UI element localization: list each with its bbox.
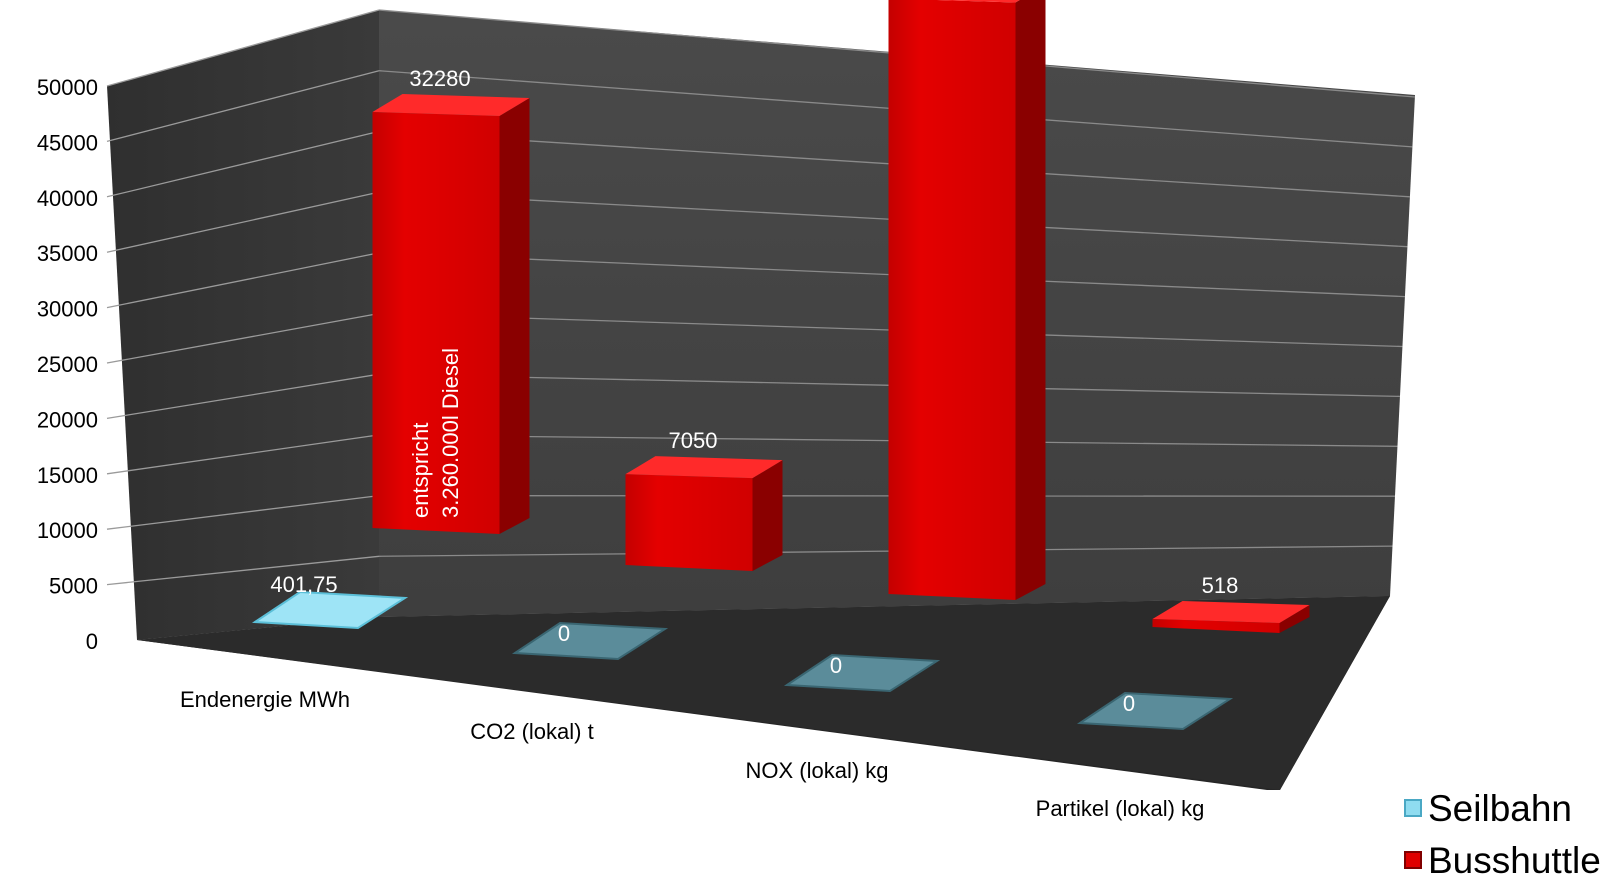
bar-busshuttle-top xyxy=(936,0,1020,3)
bar-busshuttle-front xyxy=(372,112,500,534)
gridline-side xyxy=(106,494,380,530)
x-tick-label: Partikel (lokal) kg xyxy=(1036,796,1205,821)
gridline-side xyxy=(106,191,380,253)
bar-busshuttle-side xyxy=(1015,0,1046,600)
bar-busshuttle-front xyxy=(625,474,753,571)
data-label-busshuttle: 32280 xyxy=(409,66,470,91)
y-tick-label: 30000 xyxy=(37,297,98,322)
data-label-busshuttle: 518 xyxy=(1202,573,1239,598)
bar-busshuttle-top xyxy=(1152,601,1310,623)
bar-seilbahn xyxy=(251,590,409,630)
y-tick-label: 0 xyxy=(86,629,98,654)
annotation-line-2: 3.260.000l Diesel xyxy=(438,348,463,518)
legend-item-seilbahn: Seilbahn xyxy=(1404,782,1614,834)
legend: Seilbahn Busshuttle xyxy=(1404,782,1614,886)
bar-busshuttle-side xyxy=(1279,605,1310,633)
bar-seilbahn xyxy=(511,621,669,661)
bar-busshuttle-top xyxy=(372,94,530,116)
y-tick-label: 5000 xyxy=(49,574,98,599)
x-tick-label: Endenergie MWh xyxy=(180,687,350,712)
annotation-line-1: entspricht xyxy=(408,423,433,518)
gridline-side xyxy=(106,70,380,143)
y-tick-label: 10000 xyxy=(37,518,98,543)
legend-swatch-seilbahn xyxy=(1404,799,1422,817)
bar-seilbahn xyxy=(1076,691,1234,731)
y-tick-label: 50000 xyxy=(37,75,98,100)
gridline-side xyxy=(106,312,380,364)
data-label-seilbahn: 0 xyxy=(830,653,842,678)
legend-item-busshuttle: Busshuttle xyxy=(1404,834,1614,886)
gridline-back xyxy=(378,434,1398,447)
data-label-seilbahn: 0 xyxy=(1123,691,1135,716)
gridline-side xyxy=(106,555,380,586)
y-tick-label: 40000 xyxy=(37,186,98,211)
gridline-side xyxy=(106,434,380,475)
bar-busshuttle-side xyxy=(752,460,783,571)
gridline-side xyxy=(106,252,380,309)
gridline-back xyxy=(378,545,1393,557)
data-label-seilbahn: 0 xyxy=(558,621,570,646)
gridline-side xyxy=(106,130,380,198)
bar-busshuttle-side xyxy=(499,98,530,534)
y-tick-label: 20000 xyxy=(37,407,98,432)
floor-plane xyxy=(137,596,1390,790)
bar-busshuttle-front xyxy=(888,0,1016,600)
bar-seilbahn xyxy=(783,653,941,693)
bar-busshuttle-front xyxy=(1152,619,1280,633)
gridline-side xyxy=(106,373,380,420)
y-tick-label: 45000 xyxy=(37,130,98,155)
data-label-seilbahn: 401,75 xyxy=(270,572,337,597)
gridline-back xyxy=(378,494,1396,497)
legend-label-seilbahn: Seilbahn xyxy=(1428,787,1573,829)
y-tick-label: 15000 xyxy=(37,463,98,488)
x-tick-label: NOX (lokal) kg xyxy=(745,758,888,783)
side-wall xyxy=(107,10,379,640)
y-tick-label: 35000 xyxy=(37,241,98,266)
legend-label-busshuttle: Busshuttle xyxy=(1428,839,1601,881)
legend-swatch-busshuttle xyxy=(1404,851,1422,869)
gridline-side xyxy=(106,9,380,87)
y-tick-label: 25000 xyxy=(37,352,98,377)
bar-busshuttle-top xyxy=(625,456,783,479)
x-tick-label: CO2 (lokal) t xyxy=(470,719,593,744)
data-label-busshuttle: 7050 xyxy=(669,428,718,453)
